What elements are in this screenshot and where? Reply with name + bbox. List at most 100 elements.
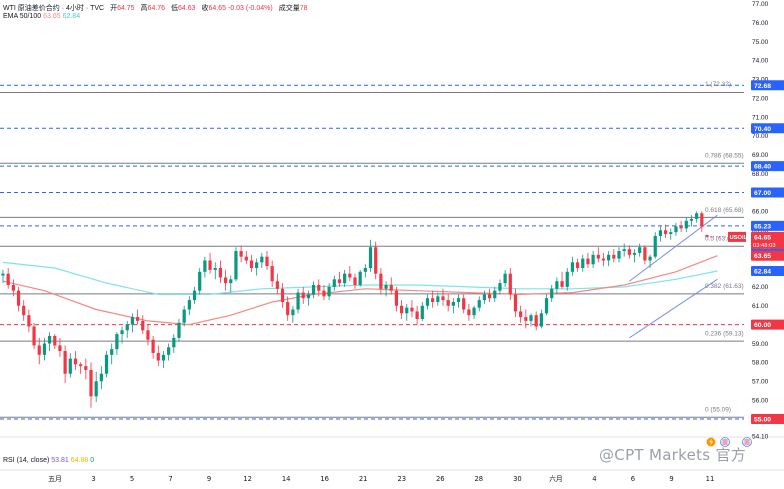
- price-tag: 72.68: [754, 83, 771, 90]
- candle-body: [555, 281, 559, 289]
- candle-body: [63, 351, 67, 374]
- time-tick: 7: [168, 475, 172, 483]
- rsi-label[interactable]: RSI (14, close): [3, 457, 50, 464]
- time-axis[interactable]: 五月 3 5 7 9 12 14 16 21 23 26 28 30 六月 4 6 9 11: [48, 474, 714, 483]
- candle: [601, 252, 606, 267]
- price-tags: 72.6870.4068.4067.0065.2364.1563.6562.84…: [707, 80, 784, 424]
- candle: [425, 294, 430, 310]
- price-tick: 59.00: [752, 341, 769, 348]
- candle-body: [415, 311, 419, 319]
- candle: [208, 252, 212, 274]
- candle: [27, 309, 31, 333]
- ema50-value: 63.65: [43, 13, 61, 20]
- candle-body: [42, 343, 47, 355]
- time-tick: 五月: [48, 475, 62, 483]
- candle-body: [529, 315, 533, 321]
- candle-body: [498, 283, 502, 291]
- candle-body: [182, 309, 186, 323]
- candle-body: [663, 230, 668, 235]
- ema-label[interactable]: EMA 50/100: [3, 13, 42, 20]
- candle: [472, 305, 476, 319]
- candle: [477, 296, 481, 312]
- close-value: 64.65: [208, 5, 227, 12]
- candle-body: [586, 258, 590, 265]
- candle-body: [286, 301, 290, 316]
- candle: [632, 249, 637, 263]
- candle-body: [405, 307, 409, 314]
- symbol-info[interactable]: WTI 原油差价合约 · 4小时 · TVC 开64.75 高64.76 低64…: [3, 3, 308, 13]
- candle-body: [265, 256, 269, 267]
- candle: [420, 301, 424, 321]
- time-tick: 9: [207, 475, 211, 483]
- rsi-other-value: 0: [90, 457, 95, 464]
- candle-body: [260, 256, 264, 263]
- candle: [482, 290, 487, 304]
- candle-body: [565, 271, 569, 287]
- candle: [503, 269, 507, 287]
- price-tick: 61.00: [752, 303, 769, 310]
- candle: [6, 268, 10, 289]
- candle-body: [198, 271, 202, 291]
- open-label: 开: [110, 5, 118, 12]
- candle-body: [451, 301, 455, 306]
- ema50-line: [2, 255, 718, 326]
- candle-body: [327, 286, 331, 297]
- fib-labels: 1 (72.32) 0.786 (68.55) 0.618 (65.68) 0.5 (…: [705, 81, 744, 414]
- ema-legend[interactable]: EMA 50/100 63.65 62.84: [3, 13, 80, 20]
- time-tick: 12: [243, 475, 252, 483]
- candle-body: [332, 279, 336, 287]
- volume-value: 78: [299, 5, 308, 12]
- candle: [327, 283, 331, 301]
- candle: [431, 290, 435, 308]
- rsi-legend[interactable]: RSI (14, close) 53.81 64.88 0: [3, 457, 94, 464]
- candle-body: [125, 324, 129, 331]
- candle: [161, 351, 166, 369]
- candle-body: [493, 290, 497, 299]
- candle-body: [244, 256, 248, 261]
- time-tick: 11: [706, 475, 715, 483]
- candle: [622, 243, 626, 257]
- candle-body: [255, 262, 259, 269]
- price-tag-bg: [751, 266, 784, 276]
- candle-body: [607, 254, 611, 261]
- price-tag: 67.00: [754, 190, 771, 197]
- candle-body: [213, 268, 217, 270]
- flag-icon-stripes: [722, 439, 728, 445]
- price-tag-bg: [751, 250, 784, 261]
- fib-label: 0.618 (65.68): [705, 207, 744, 214]
- candle: [125, 320, 129, 338]
- price-tag: 65.23: [754, 223, 771, 230]
- candle: [653, 232, 657, 259]
- pane-icons[interactable]: [706, 437, 752, 447]
- fib-label: 0.236 (59.13): [705, 330, 744, 337]
- candle: [451, 298, 455, 314]
- candle-body: [104, 354, 109, 374]
- low-label: 低: [171, 5, 179, 12]
- candle-body: [343, 273, 347, 284]
- candle: [570, 256, 575, 276]
- candle: [405, 303, 409, 321]
- current-price-tag-bg: [751, 231, 784, 249]
- candle: [332, 275, 336, 291]
- candle: [244, 251, 248, 265]
- symbol-title[interactable]: WTI 原油差价合约 · 4小时 · TVC: [3, 5, 105, 12]
- candle-body: [6, 273, 10, 285]
- price-tick: 74.00: [752, 58, 769, 65]
- candle-body: [32, 326, 36, 346]
- candle: [63, 345, 67, 384]
- candle-body: [47, 335, 52, 344]
- price-tag-bg: [751, 319, 784, 330]
- candle: [47, 332, 52, 352]
- price-tag: 55.00: [754, 417, 771, 424]
- candle: [612, 249, 616, 263]
- candle: [550, 285, 554, 302]
- candle: [529, 313, 533, 327]
- candle: [508, 268, 512, 301]
- candle-body: [622, 249, 626, 252]
- candle: [679, 220, 683, 233]
- candle: [353, 273, 357, 289]
- candle-body: [539, 313, 543, 327]
- candle: [260, 252, 264, 269]
- candle: [156, 345, 160, 367]
